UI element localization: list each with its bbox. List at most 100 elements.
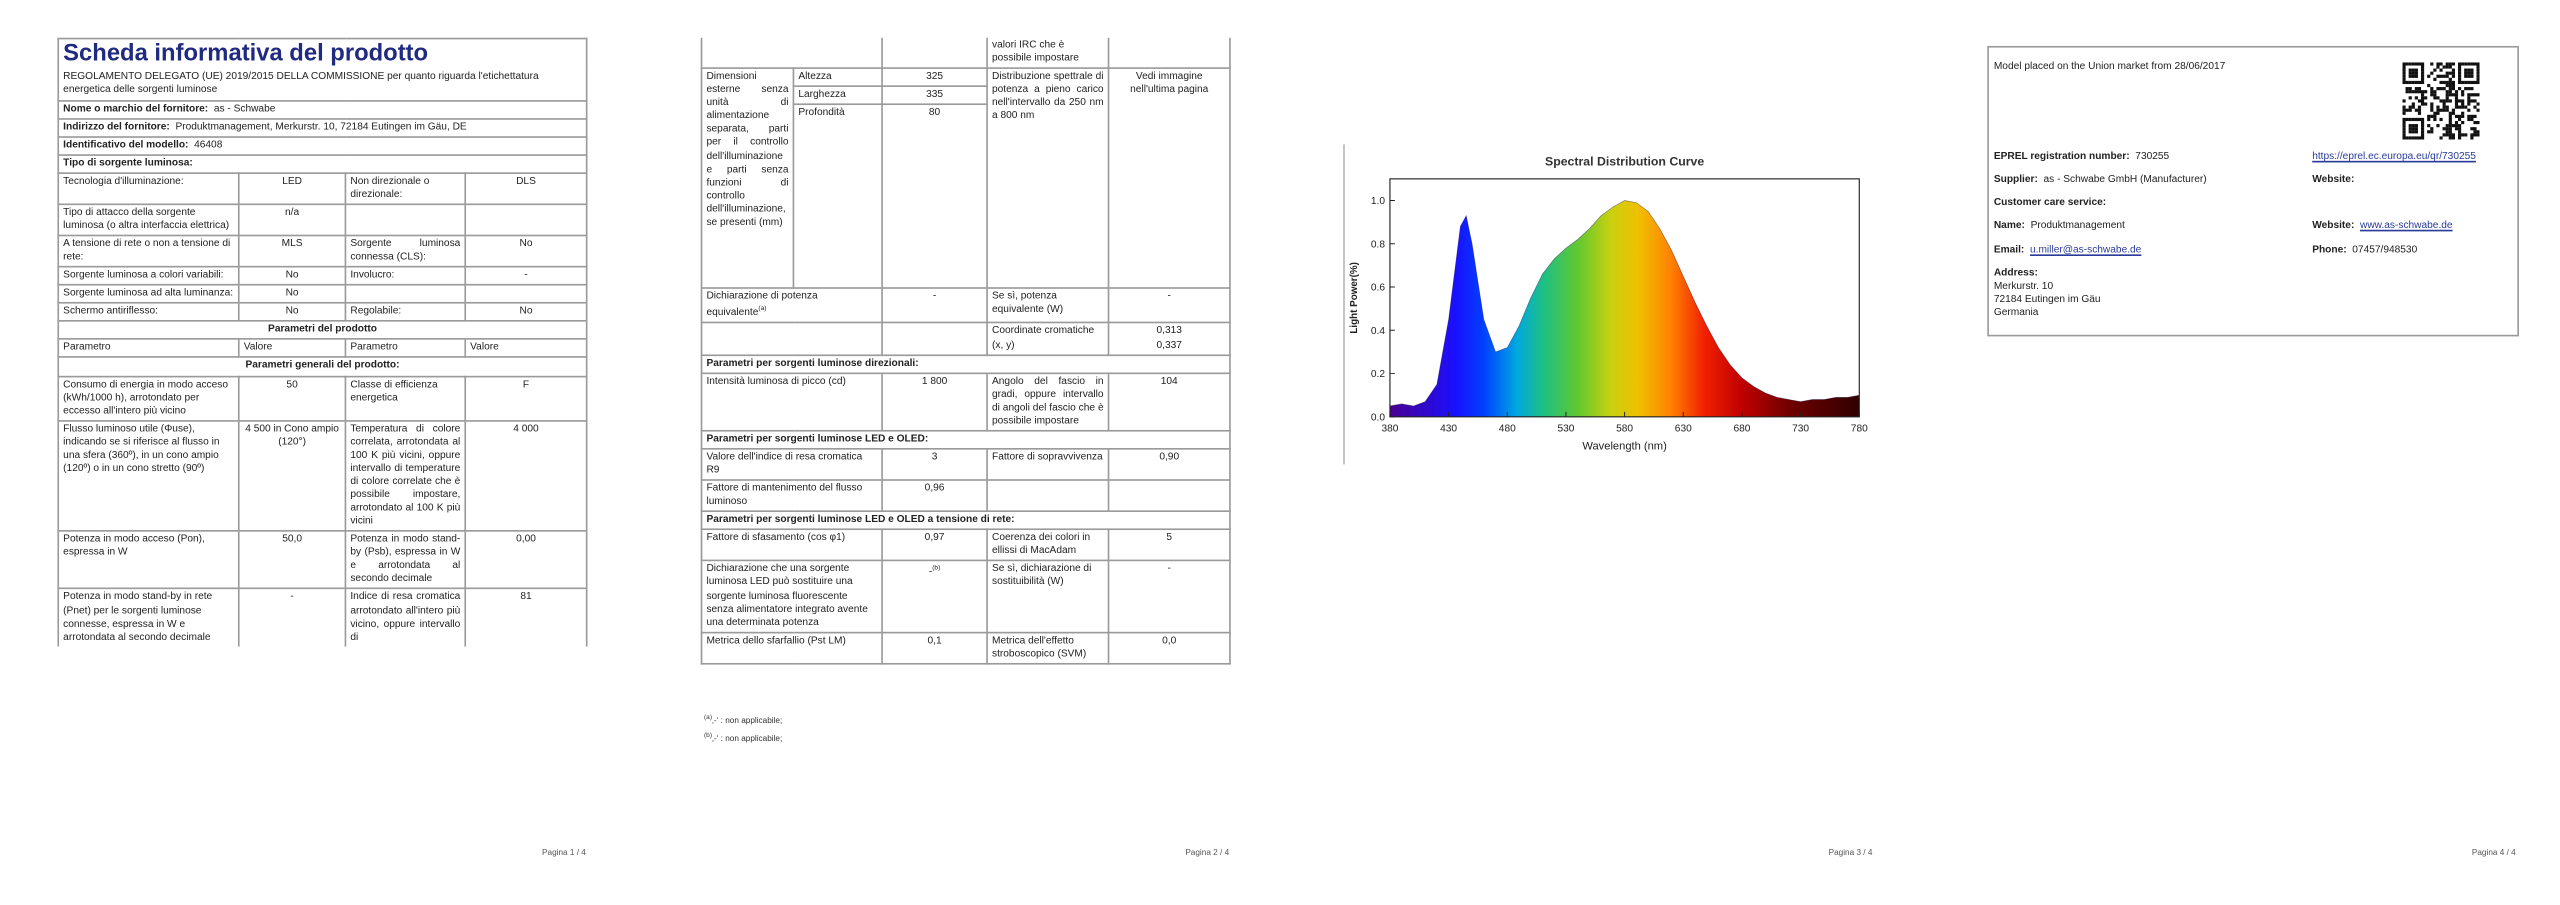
table-cell: 325 bbox=[881, 67, 988, 88]
table-row: Indirizzo del fornitore: Produktmanageme… bbox=[57, 117, 588, 138]
qr-module bbox=[2461, 133, 2465, 137]
table-row: Potenza in modo stand-by in rete (Pnet) … bbox=[57, 588, 588, 647]
qr-module bbox=[2457, 136, 2462, 140]
table-cell: 335 bbox=[881, 85, 988, 106]
table-cell: No bbox=[464, 234, 588, 268]
table-cell: Classe di efficienza energetica bbox=[344, 374, 467, 422]
qr-module bbox=[2448, 83, 2452, 88]
qr-module bbox=[2448, 90, 2452, 94]
table-row: Larghezza 335 bbox=[702, 85, 1230, 106]
qr-module bbox=[2424, 90, 2428, 94]
qr-module bbox=[2411, 130, 2415, 134]
table-cell: Se sì, potenza equivalente (W) bbox=[986, 287, 1110, 325]
qr-module bbox=[2414, 117, 2418, 122]
market-date: Model placed on the Union market from 28… bbox=[1993, 60, 2226, 73]
qr-module bbox=[2420, 93, 2425, 97]
qr-module bbox=[2476, 65, 2480, 69]
qr-module bbox=[2451, 83, 2455, 88]
qr-module bbox=[2476, 71, 2480, 75]
qr-module bbox=[2439, 62, 2443, 66]
qr-module bbox=[2470, 127, 2474, 131]
qr-module bbox=[2461, 99, 2465, 103]
value: 730255 bbox=[2135, 150, 2170, 163]
qr-module bbox=[2451, 80, 2455, 85]
table-cell: Potenza in modo stand-by in rete (Pnet) … bbox=[57, 588, 240, 647]
value: 0,337 bbox=[1156, 338, 1182, 351]
qr-code bbox=[2402, 62, 2480, 140]
qr-module bbox=[2420, 65, 2425, 69]
qr-module bbox=[2408, 130, 2412, 134]
table-cell: Parametri per sorgenti luminose LED e OL… bbox=[700, 429, 1231, 450]
qr-module bbox=[2424, 102, 2428, 106]
qr-module bbox=[2467, 102, 2471, 106]
qr-module bbox=[2461, 102, 2465, 106]
label: Customer care service: bbox=[1993, 196, 2107, 209]
phone: Phone: 07457/948530 bbox=[2312, 245, 2417, 258]
qr-module bbox=[2436, 124, 2440, 128]
qr-module bbox=[2414, 90, 2418, 94]
x-tick-label: 430 bbox=[1440, 424, 1457, 435]
label: Phone: bbox=[2312, 244, 2347, 257]
table-cell bbox=[344, 284, 467, 305]
table-cell: Dichiarazione che una sorgente luminosa … bbox=[700, 560, 883, 633]
qr-module bbox=[2476, 93, 2480, 97]
qr-module bbox=[2464, 87, 2468, 91]
website: Website: www.as-schwabe.de bbox=[2312, 220, 2452, 233]
table-cell: 0,313 0,337 bbox=[1107, 322, 1231, 356]
qr-module bbox=[2457, 74, 2462, 78]
qr-module bbox=[2411, 136, 2415, 140]
qr-module bbox=[2402, 68, 2406, 72]
table-cell: 80 bbox=[881, 103, 988, 290]
table-cell: -(b) bbox=[881, 560, 988, 633]
qr-module bbox=[2436, 111, 2440, 115]
qr-module bbox=[2414, 108, 2418, 112]
qr-module bbox=[2457, 68, 2462, 72]
qr-module bbox=[2467, 96, 2471, 100]
qr-module bbox=[2467, 80, 2471, 85]
qr-module bbox=[2430, 105, 2434, 109]
qr-module bbox=[2436, 96, 2440, 100]
qr-module bbox=[2448, 99, 2452, 103]
footnote: (b)‚-‘ : non applicabile; bbox=[704, 730, 782, 745]
qr-module bbox=[2476, 133, 2480, 137]
qr-module bbox=[2420, 74, 2425, 78]
qr-module bbox=[2420, 77, 2425, 81]
table-cell: Identificativo del modello: 46408 bbox=[57, 135, 588, 156]
value: Produktmanagement, Merkurstr. 10, 72184 … bbox=[175, 120, 467, 133]
spectral-chart: Spectral Distribution Curve Wavelength (n… bbox=[1343, 144, 1868, 465]
table-cell: Coordinate cromatiche (x, y) bbox=[986, 322, 1110, 356]
qr-module bbox=[2470, 80, 2474, 85]
email-link[interactable]: u.miller@as-schwabe.de bbox=[2030, 244, 2142, 257]
qr-module bbox=[2448, 133, 2452, 137]
address: Address: Merkurstr. 10 72184 Eutingen im… bbox=[1994, 267, 2101, 320]
label: Website: bbox=[2312, 219, 2355, 232]
table-row: Parametri del prodotto bbox=[57, 320, 588, 341]
qr-module bbox=[2427, 124, 2431, 128]
qr-module bbox=[2414, 136, 2418, 140]
qr-module bbox=[2448, 80, 2452, 85]
qr-module bbox=[2402, 99, 2406, 103]
page-4-box: Model placed on the Union market from 28… bbox=[1987, 45, 2519, 337]
table-cell: Coerenza dei colori in ellissi di MacAda… bbox=[986, 528, 1110, 562]
qr-module bbox=[2439, 136, 2443, 140]
qr-module bbox=[2457, 105, 2462, 109]
table-row: REGOLAMENTO DELEGATO (UE) 2019/2015 DELL… bbox=[57, 69, 588, 101]
table-cell: MLS bbox=[237, 234, 347, 268]
x-tick-label: 730 bbox=[1792, 424, 1809, 435]
qr-module bbox=[2405, 108, 2409, 112]
y-tick-label: 0.8 bbox=[1371, 239, 1385, 250]
qr-module bbox=[2408, 124, 2412, 128]
qr-module bbox=[2402, 108, 2406, 112]
address-line: Merkurstr. 10 bbox=[1993, 280, 2054, 293]
qr-module bbox=[2430, 87, 2434, 91]
qr-module bbox=[2461, 90, 2465, 94]
qr-module bbox=[2433, 114, 2437, 118]
label: Indirizzo del fornitore: bbox=[63, 120, 170, 133]
qr-module bbox=[2420, 133, 2425, 137]
qr-module bbox=[2427, 83, 2431, 88]
eprel-link[interactable]: https://eprel.ec.europa.eu/qr/730255 bbox=[2312, 150, 2476, 163]
qr-module bbox=[2467, 62, 2471, 66]
website-link[interactable]: www.as-schwabe.de bbox=[2360, 219, 2453, 232]
qr-module bbox=[2457, 99, 2462, 103]
qr-module bbox=[2476, 102, 2480, 106]
